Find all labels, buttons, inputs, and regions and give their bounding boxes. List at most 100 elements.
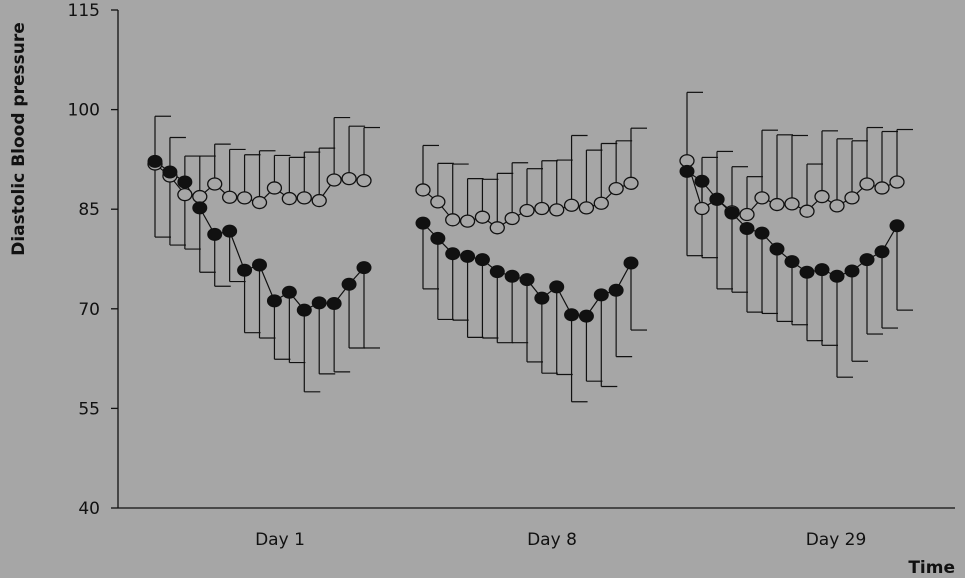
data-point-open: [296, 191, 312, 205]
data-point-open: [356, 173, 372, 188]
data-point-open: [326, 173, 342, 187]
data-point-filled: [266, 294, 282, 308]
data-point-filled: [549, 280, 565, 294]
data-point-open: [889, 175, 905, 189]
data-point-filled: [341, 277, 357, 291]
y-tick-label: 85: [78, 200, 100, 220]
data-point-open: [445, 213, 461, 227]
data-point-filled: [237, 263, 253, 277]
data-point-filled: [177, 175, 193, 189]
data-point-open: [859, 177, 875, 191]
data-point-filled: [252, 258, 267, 272]
data-point-filled: [578, 309, 594, 323]
data-point-open: [784, 197, 800, 211]
data-point-open: [430, 195, 446, 209]
data-point-filled: [694, 174, 710, 188]
data-point-filled: [192, 201, 208, 215]
y-tick-label: 100: [68, 101, 100, 121]
data-point-open: [177, 187, 193, 202]
data-point-open: [608, 181, 624, 196]
data-point-open: [519, 203, 535, 218]
data-point-open: [504, 211, 520, 226]
data-point-filled: [754, 226, 770, 240]
data-point-filled: [281, 285, 297, 299]
data-point-filled: [326, 296, 342, 310]
data-point-filled: [222, 224, 238, 238]
data-point-filled: [147, 154, 163, 168]
data-point-filled: [162, 165, 178, 179]
data-point-filled: [799, 265, 815, 279]
data-point-filled: [415, 216, 431, 230]
data-point-open: [221, 190, 238, 204]
data-point-filled: [859, 253, 875, 267]
data-point-filled: [724, 206, 740, 220]
data-point-open: [459, 214, 476, 228]
x-tick-label: Day 8: [527, 530, 577, 550]
data-point-open: [623, 176, 639, 190]
data-point-open: [534, 201, 550, 216]
data-point-filled: [814, 263, 830, 277]
data-point-filled: [207, 227, 223, 241]
data-point-filled: [474, 253, 490, 267]
data-point-filled: [534, 291, 550, 305]
axis-labels: 40 55 70 85 100 115 Day 1 Day 8 Day 29 Diastolic …: [9, 1, 955, 578]
data-point-filled: [593, 288, 609, 302]
x-axis-title: Time: [908, 558, 955, 578]
data-point-filled: [829, 269, 845, 283]
data-point-filled: [460, 249, 476, 263]
data-point-open: [415, 183, 431, 197]
y-axis-title: Diastolic Blood pressure: [9, 22, 29, 256]
data-point-open: [474, 210, 491, 224]
data-point-open: [754, 191, 770, 205]
axes: [111, 9, 955, 509]
data-point-filled: [889, 219, 905, 233]
y-tick-label: 70: [78, 300, 100, 320]
data-point-open: [563, 198, 580, 212]
data-point-open: [739, 207, 755, 222]
data-point-filled: [504, 269, 520, 283]
data-point-filled: [844, 264, 860, 278]
data-point-filled: [311, 296, 327, 310]
data-point-open: [769, 197, 785, 212]
y-tick-label: 40: [78, 499, 100, 519]
data-point-open: [593, 196, 609, 210]
data-point-open: [192, 189, 208, 204]
data-point-open: [844, 191, 860, 205]
data-point-open: [489, 221, 505, 235]
series-markers: [147, 154, 905, 323]
data-point-filled: [430, 231, 446, 245]
data-point-filled: [874, 245, 890, 259]
data-point-filled: [784, 255, 800, 269]
data-point-open: [281, 191, 298, 206]
data-point-open: [341, 172, 357, 186]
data-point-filled: [623, 256, 639, 270]
data-point-filled: [679, 164, 695, 178]
x-tick-label: Day 29: [806, 530, 867, 550]
data-point-filled: [739, 221, 755, 235]
y-tick-label: 115: [68, 1, 100, 21]
data-point-open: [694, 201, 710, 216]
data-point-filled: [356, 261, 372, 275]
data-point-filled: [519, 273, 535, 287]
data-point-filled: [608, 283, 624, 297]
data-point-filled: [564, 308, 580, 322]
data-point-filled: [709, 192, 725, 206]
data-point-filled: [296, 303, 312, 317]
data-point-open: [311, 193, 327, 208]
data-point-open: [266, 181, 283, 195]
y-tick-label: 55: [78, 399, 100, 419]
data-point-filled: [445, 247, 461, 261]
data-point-open: [829, 199, 845, 213]
data-point-filled: [769, 242, 785, 256]
data-point-open: [814, 189, 830, 204]
data-point-open: [207, 177, 223, 191]
data-point-open: [874, 181, 890, 195]
data-point-open: [578, 201, 595, 215]
data-point-open: [799, 204, 815, 218]
x-tick-label: Day 1: [255, 530, 305, 550]
data-point-open: [251, 195, 268, 210]
data-point-open: [236, 191, 253, 205]
error-bars: [154, 91, 913, 403]
data-point-open: [549, 203, 565, 217]
